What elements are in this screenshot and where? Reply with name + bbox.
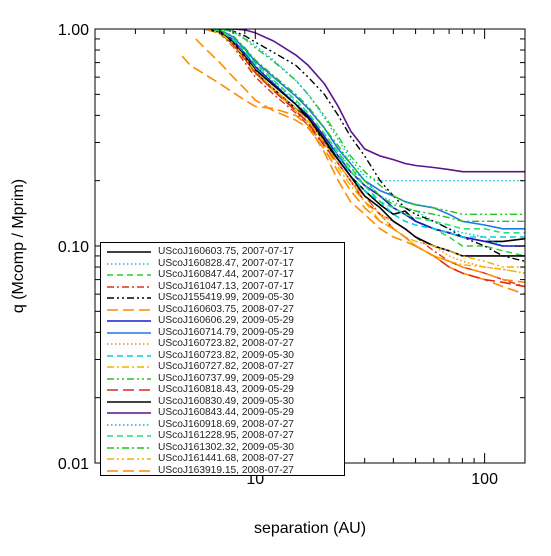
legend-entry: UScoJ160847.44, 2007-07-17 xyxy=(105,269,341,280)
legend-label: UScoJ160603.75, 2008-07-27 xyxy=(158,303,294,315)
series-line-13 xyxy=(204,29,525,288)
legend-label: UScoJ160714.79, 2009-05-29 xyxy=(158,326,294,338)
series-line-16 xyxy=(204,29,525,182)
y-tick-label: 1.00 xyxy=(58,22,89,39)
legend-label: UScoJ160723.82, 2009-05-30 xyxy=(158,349,294,361)
legend-swatch xyxy=(107,400,151,403)
y-tick-label: 0.10 xyxy=(58,239,89,256)
legend-entry: UScoJ160737.99, 2009-05-29 xyxy=(105,373,341,384)
legend-swatch xyxy=(107,251,151,253)
series-line-19 xyxy=(204,29,525,268)
series-line-2 xyxy=(204,29,525,247)
legend-label: UScoJ160723.82, 2008-07-27 xyxy=(158,338,294,349)
legend-label: UScoJ160737.99, 2009-05-29 xyxy=(158,372,294,384)
legend-entry: UScoJ163919.15, 2008-07-27 xyxy=(105,465,341,476)
legend-entry: UScoJ160723.82, 2009-05-30 xyxy=(105,350,341,361)
legend-label: UScoJ160603.75, 2007-07-17 xyxy=(158,246,294,257)
legend-swatch xyxy=(107,274,151,276)
y-tick-label: 0.01 xyxy=(58,456,89,473)
legend-label: UScoJ160830.49, 2009-05-30 xyxy=(158,395,294,407)
series-layer xyxy=(181,29,525,295)
legend-label: UScoJ163919.15, 2008-07-27 xyxy=(158,464,294,476)
legend-swatch xyxy=(107,423,151,426)
legend: UScoJ160603.75, 2007-07-17 UScoJ160828.47… xyxy=(100,242,345,476)
legend-swatch xyxy=(107,377,151,380)
legend-label: UScoJ160918.69, 2008-07-27 xyxy=(158,418,294,430)
legend-label: UScoJ160727.82, 2008-07-27 xyxy=(158,361,294,372)
legend-entry: UScoJ160723.82, 2008-07-27 xyxy=(105,338,341,349)
legend-swatch xyxy=(107,262,151,265)
series-line-15 xyxy=(204,29,525,173)
legend-swatch xyxy=(107,308,151,311)
legend-swatch xyxy=(107,297,151,299)
legend-label: UScoJ160847.44, 2007-07-17 xyxy=(158,269,294,280)
legend-entry: UScoJ160830.49, 2009-05-30 xyxy=(105,396,341,407)
legend-entry: UScoJ160603.75, 2008-07-27 xyxy=(105,304,341,315)
legend-entry: UScoJ160727.82, 2008-07-27 xyxy=(105,361,341,372)
series-line-4 xyxy=(204,29,525,288)
legend-entry: UScoJ160918.69, 2008-07-27 xyxy=(105,419,341,430)
series-line-12 xyxy=(204,29,525,216)
legend-swatch xyxy=(107,320,151,322)
series-line-6 xyxy=(181,55,525,295)
series-line-10 xyxy=(204,29,525,238)
legend-swatch xyxy=(107,331,151,334)
legend-label: UScoJ161047.13, 2007-07-17 xyxy=(158,280,294,292)
series-line-8 xyxy=(204,29,525,230)
legend-entry: UScoJ160714.79, 2009-05-29 xyxy=(105,327,341,338)
x-tick-label: 100 xyxy=(471,471,498,488)
legend-entry: UScoJ161228.95, 2008-07-27 xyxy=(105,430,341,441)
legend-label: UScoJ155419.99, 2009-05-30 xyxy=(158,292,294,303)
series-line-20 xyxy=(195,38,525,284)
series-line-5 xyxy=(204,29,525,262)
legend-swatch xyxy=(107,412,151,414)
legend-label: UScoJ160828.47, 2007-07-17 xyxy=(158,257,294,269)
legend-swatch xyxy=(107,366,151,368)
legend-entry: UScoJ160843.44, 2009-05-29 xyxy=(105,407,341,418)
legend-label: UScoJ161302.32, 2009-05-30 xyxy=(158,441,294,453)
legend-swatch xyxy=(107,354,151,357)
legend-entry: UScoJ161047.13, 2007-07-17 xyxy=(105,281,341,292)
legend-swatch xyxy=(107,435,151,437)
legend-entry: UScoJ160606.29, 2009-05-29 xyxy=(105,315,341,326)
legend-swatch xyxy=(107,469,151,472)
legend-entry: UScoJ161441.68, 2008-07-27 xyxy=(105,453,341,464)
legend-label: UScoJ161228.95, 2008-07-27 xyxy=(158,430,294,441)
legend-entry: UScoJ160828.47, 2007-07-17 xyxy=(105,258,341,269)
legend-swatch xyxy=(107,458,151,460)
legend-entry: UScoJ160603.75, 2007-07-17 xyxy=(105,246,341,257)
legend-label: UScoJ160843.44, 2009-05-29 xyxy=(158,407,294,418)
legend-entry: UScoJ160818.43, 2009-05-29 xyxy=(105,384,341,395)
y-axis-label: q (Mcomp / Mprim) xyxy=(10,179,27,313)
x-axis-label: separation (AU) xyxy=(254,520,366,537)
series-line-9 xyxy=(204,29,525,274)
legend-swatch xyxy=(107,285,151,288)
legend-entry: UScoJ155419.99, 2009-05-30 xyxy=(105,292,341,303)
legend-label: UScoJ160606.29, 2009-05-29 xyxy=(158,315,294,326)
legend-swatch xyxy=(107,389,151,391)
legend-label: UScoJ160818.43, 2009-05-29 xyxy=(158,384,294,395)
legend-swatch xyxy=(107,343,151,345)
legend-swatch xyxy=(107,446,151,449)
legend-entry: UScoJ161302.32, 2009-05-30 xyxy=(105,442,341,453)
series-line-17 xyxy=(204,29,525,234)
series-line-18 xyxy=(204,29,525,223)
legend-label: UScoJ161441.68, 2008-07-27 xyxy=(158,453,294,464)
series-line-11 xyxy=(204,29,525,274)
